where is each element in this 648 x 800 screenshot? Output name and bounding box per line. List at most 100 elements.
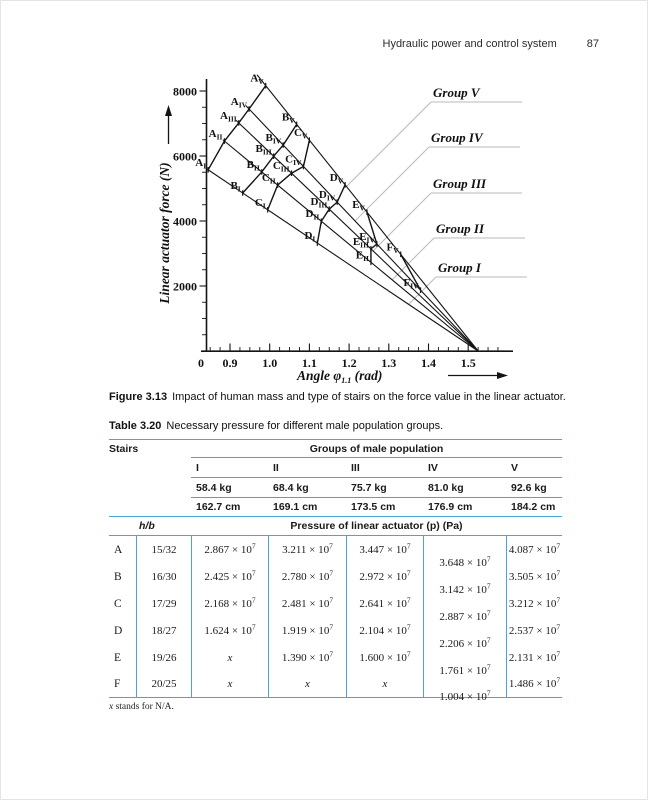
pressure-cell-e-iii: 1.600 × 107	[346, 644, 423, 671]
pressure-cell-a-ii: 3.211 × 107	[268, 536, 346, 563]
stair-curve-e	[366, 211, 378, 263]
stair-letter-cell-b: B	[114, 570, 122, 583]
x-tick-label: 0.9	[223, 356, 238, 370]
weight-cell-v: 92.6 kg	[506, 478, 562, 498]
pressure-header-cell: Pressure of linear actuator (p) (Pa)	[191, 517, 562, 536]
callout-label-group-v: Group V	[433, 85, 481, 100]
pressure-cell-a-i: 2.867 × 107	[191, 536, 268, 563]
pressure-table: Stairs Groups of male population I II III IV V…	[109, 439, 562, 703]
height-cell-iv: 176.9 cm	[423, 498, 506, 517]
table-caption-text: Necessary pressure for different male po…	[166, 420, 444, 432]
stair-point-label-e-ii: EII	[356, 249, 369, 263]
weight-cell-i: 58.4 kg	[191, 478, 268, 498]
pressure-cell-b-i: 2.425 × 107	[191, 563, 268, 590]
y-tick-label: 8000	[173, 85, 197, 99]
pressure-cell-c-v: 3.212 × 107	[506, 590, 562, 617]
spacer-cell	[109, 458, 191, 478]
pressure-cell-f-iii: x	[346, 671, 423, 698]
stair-letter-cell-f: F	[109, 671, 136, 698]
x-tick-label: 1.1	[302, 356, 317, 370]
stair-point-label-c-v: CV	[294, 127, 308, 141]
pressure-cell-b-iv: 3.142 × 107	[423, 563, 506, 596]
height-cell-v: 184.2 cm	[506, 498, 562, 517]
stair-point-label-b-ii: BII	[247, 159, 260, 173]
footnote-text: stands for N/A.	[113, 702, 174, 712]
height-cell-ii: 169.1 cm	[268, 498, 346, 517]
stair-point-label-e-v: EV	[352, 199, 365, 213]
stair-point-label-c-ii: CII	[262, 172, 276, 186]
table-caption-label: Table 3.20	[109, 420, 162, 432]
stair-point-label-a-i: AI	[195, 157, 206, 171]
hb-value-cell-f: 20/25	[136, 671, 191, 698]
fan-line-group-ii	[222, 139, 479, 352]
stair-point-label-d-iv: DIV	[319, 189, 336, 203]
callout-label-group-ii: Group II	[436, 221, 485, 236]
hb-value-cell-c: 17/29	[136, 590, 191, 617]
x-axis-label: Angle φ1.1 (rad)	[296, 368, 382, 385]
pressure-cell-f-ii: x	[268, 671, 346, 698]
pressure-cell-a-v: 4.087 × 107	[506, 536, 562, 563]
stair-letter-cell-d: D	[114, 624, 123, 637]
group-id-cell-iv: IV	[423, 458, 506, 478]
height-cell-iii: 173.5 cm	[346, 498, 423, 517]
stair-point-label-a-ii: AII	[209, 128, 223, 142]
group-id-cell-v: V	[506, 458, 562, 478]
pressure-cell-f-i: x	[191, 671, 268, 698]
fan-line-group-i	[206, 168, 479, 352]
pressure-cell-a-iii: 3.447 × 107	[346, 536, 423, 563]
stair-letter-cell-c: C	[114, 597, 122, 610]
stair-letter-cell-a: A	[114, 543, 123, 556]
stair-curve-f	[400, 253, 422, 291]
pressure-cell-d-iv: 2.206 × 107	[423, 617, 506, 650]
pressure-cell-d-i: 1.624 × 107	[191, 617, 268, 644]
group-id-cell-iii: III	[346, 458, 423, 478]
pressure-cell-e-ii: 1.390 × 107	[268, 644, 346, 671]
pressure-cell-f-iv: 1.004 × 107	[423, 671, 506, 703]
stair-point-label-f-iv: FIV	[403, 277, 419, 291]
x-origin-label: 0	[198, 356, 204, 370]
weight-cell-iv: 81.0 kg	[423, 478, 506, 498]
pressure-cell-d-v: 2.537 × 107	[506, 617, 562, 644]
stair-point-label-d-i: DI	[304, 230, 315, 244]
stair-point-label-b-v: BV	[282, 111, 295, 125]
stair-point-label-a-v: AV	[250, 73, 264, 87]
pressure-cell-d-ii: 1.919 × 107	[268, 617, 346, 644]
hb-value-cell-a: 15/32	[136, 536, 191, 563]
hb-value-cell-b: 16/30	[136, 563, 191, 590]
stair-point-label-b-iv: BIV	[266, 132, 282, 146]
spacer-cell	[109, 517, 136, 536]
pressure-cell-e-v: 2.131 × 107	[506, 644, 562, 671]
stair-point-label-e-iv: EIV	[359, 231, 375, 245]
y-tick-label: 4000	[173, 215, 197, 229]
stair-point-label-c-iv: CIV	[285, 153, 302, 167]
callout-label-group-iii: Group III	[433, 176, 487, 191]
stair-point-label-d-ii: DII	[306, 208, 320, 222]
pressure-cell-f-v: 1.486 × 107	[506, 671, 562, 698]
running-header: Hydraulic power and control system 87	[383, 38, 600, 50]
pressure-cell-c-iv: 2.887 × 107	[423, 590, 506, 623]
pressure-cell-c-ii: 2.481 × 107	[268, 590, 346, 617]
callout-label-group-i: Group I	[438, 260, 482, 275]
y-tick-label: 6000	[173, 150, 197, 164]
group-id-cell-i: I	[191, 458, 268, 478]
pressure-cell-e-iv: 1.761 × 107	[423, 644, 506, 677]
callout-label-group-iv: Group IV	[431, 130, 484, 145]
pressure-cell-d-iii: 2.104 × 107	[346, 617, 423, 644]
pressure-cell-c-iii: 2.641 × 107	[346, 590, 423, 617]
footnote-na-symbol: x	[109, 702, 114, 712]
callout-leader-group-v	[346, 101, 432, 187]
callout-leader-group-ii	[391, 237, 435, 281]
y-tick-label: 2000	[173, 280, 197, 294]
x-tick-label: 1.5	[461, 356, 476, 370]
stair-letter-cell-e: E	[114, 651, 122, 664]
x-axis-arrowhead	[497, 372, 508, 379]
groups-header-cell: Groups of male population	[191, 439, 562, 458]
fan-line-group-iv	[245, 105, 479, 352]
stair-point-label-e-iii: EIII	[353, 236, 369, 250]
pressure-cell-a-iv: 3.648 × 107	[423, 536, 506, 569]
stair-point-label-d-v: DV	[330, 172, 344, 186]
callout-leader-group-iv	[354, 146, 430, 222]
stair-point-label-c-iii: CIII	[273, 160, 290, 174]
x-tick-label: 1.2	[342, 356, 357, 370]
